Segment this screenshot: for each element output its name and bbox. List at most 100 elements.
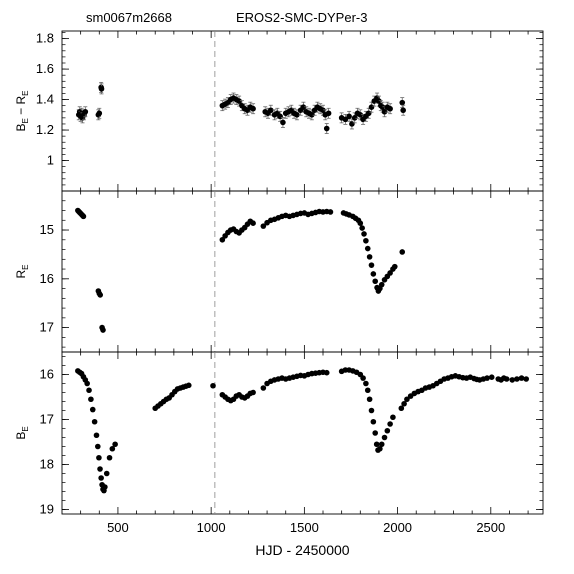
data-point bbox=[488, 374, 495, 381]
data-point bbox=[97, 466, 103, 472]
data-point bbox=[100, 327, 106, 333]
data-point bbox=[503, 376, 510, 382]
data-point bbox=[102, 484, 108, 490]
data-point bbox=[103, 470, 110, 477]
data-point bbox=[509, 377, 516, 383]
data-point bbox=[361, 231, 367, 237]
data-point bbox=[368, 262, 375, 268]
y-tick-label: 1.8 bbox=[36, 31, 54, 46]
data-point bbox=[357, 112, 364, 118]
data-point bbox=[387, 270, 393, 276]
panel-frame-bottom bbox=[61, 351, 544, 515]
data-point bbox=[98, 475, 104, 481]
data-point bbox=[260, 223, 267, 229]
data-point bbox=[106, 454, 113, 461]
x-tick-label: 1500 bbox=[290, 520, 319, 535]
y-tick-label: 1 bbox=[47, 153, 54, 168]
data-point bbox=[368, 104, 375, 110]
data-point bbox=[399, 99, 406, 106]
data-point bbox=[84, 380, 90, 387]
data-point bbox=[514, 376, 520, 382]
data-point bbox=[359, 225, 365, 231]
data-point bbox=[219, 236, 226, 243]
data-point bbox=[91, 418, 98, 425]
y-tick-label: 1.6 bbox=[36, 61, 54, 76]
data-point bbox=[360, 375, 366, 381]
data-point bbox=[400, 107, 406, 114]
data-point bbox=[364, 387, 371, 394]
y-tick-label: 17 bbox=[40, 320, 54, 335]
data-point bbox=[372, 430, 379, 436]
data-point bbox=[309, 112, 315, 118]
data-point bbox=[323, 369, 330, 376]
y-tick-label: 1.2 bbox=[36, 122, 54, 137]
data-point bbox=[523, 376, 530, 382]
data-point bbox=[365, 110, 372, 117]
data-point bbox=[88, 396, 94, 403]
data-point bbox=[377, 445, 383, 452]
data-point bbox=[250, 105, 256, 112]
data-point bbox=[327, 209, 334, 215]
data-point bbox=[399, 249, 406, 255]
y-tick-label: 18 bbox=[40, 457, 54, 472]
data-point bbox=[401, 400, 407, 407]
y-tick-label: 19 bbox=[40, 502, 54, 517]
data-point bbox=[97, 292, 104, 298]
data-point bbox=[268, 107, 274, 114]
data-point bbox=[250, 220, 256, 226]
data-point bbox=[250, 389, 256, 396]
data-point bbox=[373, 441, 380, 448]
data-point bbox=[357, 220, 364, 226]
y-tick-label: 15 bbox=[40, 222, 54, 237]
x-tick-label: 1000 bbox=[197, 520, 226, 535]
data-point bbox=[185, 382, 192, 389]
data-point bbox=[363, 237, 369, 244]
data-point bbox=[370, 418, 377, 425]
data-point bbox=[387, 421, 393, 427]
data-point bbox=[378, 441, 385, 448]
data-point bbox=[236, 98, 242, 104]
data-point bbox=[381, 434, 388, 441]
y-axis-label: RE bbox=[14, 264, 30, 278]
data-point bbox=[300, 104, 307, 110]
y-axis-label: BE − RE bbox=[14, 90, 30, 131]
data-point bbox=[376, 98, 382, 104]
x-tick-label: 2500 bbox=[476, 520, 505, 535]
data-point bbox=[325, 110, 332, 117]
data-point bbox=[370, 271, 377, 277]
data-point bbox=[323, 125, 330, 132]
data-point bbox=[351, 115, 358, 121]
data-point bbox=[364, 245, 371, 252]
data-point bbox=[384, 427, 391, 434]
data-point bbox=[320, 107, 326, 114]
data-point bbox=[210, 382, 216, 389]
star-id-label: EROS2-SMC-DYPer-3 bbox=[236, 10, 368, 25]
data-point bbox=[381, 108, 388, 115]
y-tick-label: 17 bbox=[40, 412, 54, 427]
data-point bbox=[94, 443, 101, 450]
data-point bbox=[342, 116, 349, 123]
data-point bbox=[518, 375, 525, 381]
data-point bbox=[86, 387, 92, 394]
data-point bbox=[378, 281, 385, 288]
data-point bbox=[346, 113, 352, 120]
data-point bbox=[372, 278, 379, 285]
data-point bbox=[96, 454, 102, 461]
data-point bbox=[398, 405, 405, 412]
data-point bbox=[280, 119, 286, 126]
data-point bbox=[391, 263, 398, 270]
data-point bbox=[363, 380, 369, 387]
data-point bbox=[89, 406, 96, 413]
x-tick-label: 2000 bbox=[383, 520, 412, 535]
data-point bbox=[390, 414, 396, 421]
x-axis-label: HJD - 2450000 bbox=[255, 542, 349, 558]
data-point bbox=[349, 121, 355, 127]
data-point bbox=[294, 112, 300, 118]
data-point bbox=[387, 105, 393, 112]
data-point bbox=[96, 110, 103, 117]
y-tick-label: 1.4 bbox=[36, 92, 54, 107]
data-point bbox=[82, 108, 89, 115]
data-point bbox=[484, 375, 490, 381]
y-tick-label: 16 bbox=[40, 271, 54, 286]
data-point bbox=[112, 441, 118, 448]
